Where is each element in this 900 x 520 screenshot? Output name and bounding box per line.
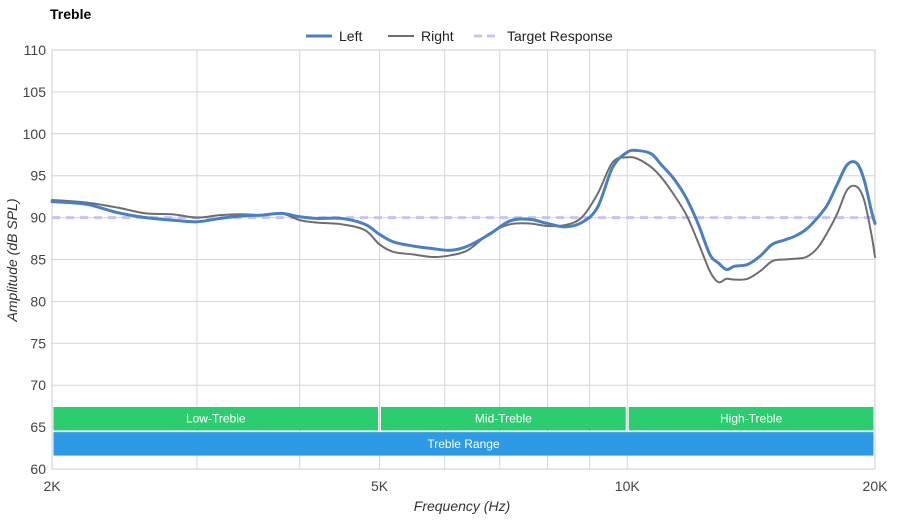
range-bands: Low-Treble Mid-Treble High-Treble Treble Ra… xyxy=(53,406,874,456)
y-tick-labels: 60 65 70 75 80 85 90 95 100 105 110 xyxy=(23,42,47,477)
legend-label: Right xyxy=(421,28,454,44)
y-tick-label: 90 xyxy=(30,210,46,226)
y-axis-label: Amplitude (dB SPL) xyxy=(4,199,20,323)
x-tick-label: 5K xyxy=(371,478,389,494)
grid xyxy=(51,49,876,470)
band-mid-treble xyxy=(381,406,626,431)
band-high-treble xyxy=(628,406,874,431)
y-tick-label: 85 xyxy=(30,252,46,268)
band-label: Mid-Treble xyxy=(475,412,532,426)
y-tick-label: 100 xyxy=(23,126,47,142)
x-tick-label: 10K xyxy=(615,478,641,494)
series-line-left xyxy=(50,148,877,272)
legend: Left Right Target Response xyxy=(306,28,613,44)
band-low-treble xyxy=(53,406,379,431)
band-label: Treble Range xyxy=(427,437,500,451)
y-tick-label: 80 xyxy=(30,293,46,309)
band-label: High-Treble xyxy=(720,412,783,426)
x-tick-labels: 2K 5K 10K 20K xyxy=(43,478,888,494)
x-tick-label: 20K xyxy=(863,478,889,494)
y-tick-label: 70 xyxy=(30,377,46,393)
y-tick-label: 75 xyxy=(30,335,46,351)
y-tick-label: 65 xyxy=(30,419,46,435)
legend-label: Left xyxy=(339,28,362,44)
plot-frame xyxy=(51,49,876,470)
band-label: Low-Treble xyxy=(186,412,246,426)
x-axis-label: Frequency (Hz) xyxy=(414,498,510,514)
y-tick-label: 60 xyxy=(30,461,46,477)
chart-title: Treble xyxy=(50,6,91,22)
legend-label: Target Response xyxy=(507,28,613,44)
x-tick-label: 2K xyxy=(43,478,61,494)
band-treble-range xyxy=(53,432,874,456)
series-lines xyxy=(50,148,877,284)
y-tick-label: 95 xyxy=(30,168,46,184)
y-tick-label: 105 xyxy=(23,84,47,100)
y-tick-label: 110 xyxy=(24,42,47,58)
